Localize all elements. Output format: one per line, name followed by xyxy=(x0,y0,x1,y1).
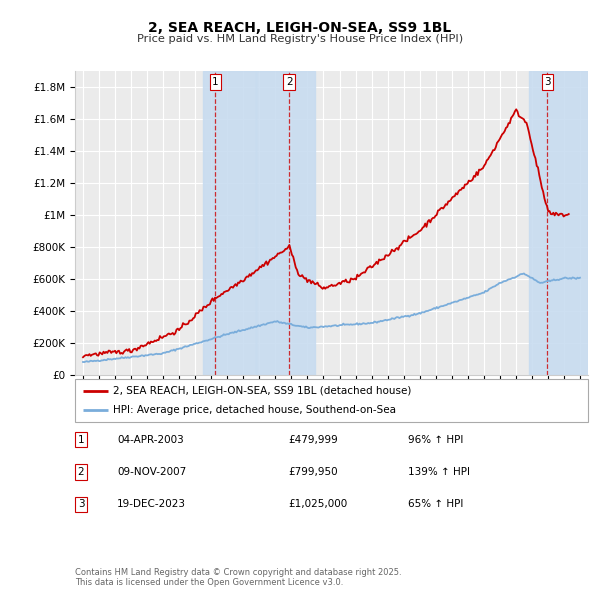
Text: Price paid vs. HM Land Registry's House Price Index (HPI): Price paid vs. HM Land Registry's House … xyxy=(137,34,463,44)
Text: 19-DEC-2023: 19-DEC-2023 xyxy=(117,500,186,509)
Text: 2, SEA REACH, LEIGH-ON-SEA, SS9 1BL (detached house): 2, SEA REACH, LEIGH-ON-SEA, SS9 1BL (det… xyxy=(113,386,412,396)
Text: 04-APR-2003: 04-APR-2003 xyxy=(117,435,184,444)
Text: 09-NOV-2007: 09-NOV-2007 xyxy=(117,467,186,477)
Text: 3: 3 xyxy=(77,500,85,509)
Text: 2: 2 xyxy=(77,467,85,477)
Text: Contains HM Land Registry data © Crown copyright and database right 2025.
This d: Contains HM Land Registry data © Crown c… xyxy=(75,568,401,587)
Text: 2, SEA REACH, LEIGH-ON-SEA, SS9 1BL: 2, SEA REACH, LEIGH-ON-SEA, SS9 1BL xyxy=(148,21,452,35)
Text: 1: 1 xyxy=(212,77,219,87)
Text: £1,025,000: £1,025,000 xyxy=(288,500,347,509)
Text: 96% ↑ HPI: 96% ↑ HPI xyxy=(408,435,463,444)
Text: 1: 1 xyxy=(77,435,85,444)
Text: 3: 3 xyxy=(544,77,551,87)
Text: HPI: Average price, detached house, Southend-on-Sea: HPI: Average price, detached house, Sout… xyxy=(113,405,397,415)
Text: 2: 2 xyxy=(286,77,292,87)
Text: £479,999: £479,999 xyxy=(288,435,338,444)
Text: £799,950: £799,950 xyxy=(288,467,338,477)
Bar xyxy=(256,71,316,375)
Bar xyxy=(203,71,256,375)
Text: 139% ↑ HPI: 139% ↑ HPI xyxy=(408,467,470,477)
Text: 65% ↑ HPI: 65% ↑ HPI xyxy=(408,500,463,509)
Bar xyxy=(529,71,588,375)
